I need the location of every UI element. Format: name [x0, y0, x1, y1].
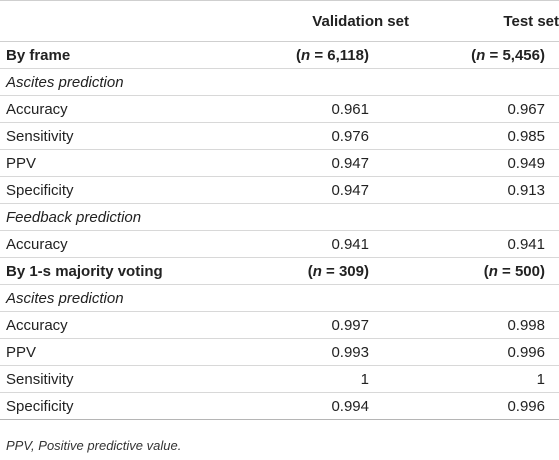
metric-label: Accuracy [0, 230, 235, 258]
section-title: By frame [0, 41, 235, 69]
n-symbol: n [312, 262, 322, 280]
table-row: Sensitivity 0.976 0.985 [0, 122, 559, 150]
empty-cell [409, 68, 559, 96]
test-value: 0.949 [409, 149, 559, 177]
validation-value: 0.947 [235, 149, 409, 177]
table-footnote: PPV, Positive predictive value. [6, 438, 182, 453]
section-n-test: (n = 500) [409, 257, 559, 285]
n-symbol: n [488, 262, 498, 280]
n-open-paren: ( [296, 46, 301, 64]
table-row: Accuracy 0.941 0.941 [0, 230, 559, 258]
n-close-paren: ) [364, 46, 369, 64]
header-row: Validation set Test set [0, 0, 559, 42]
test-value: 0.967 [409, 95, 559, 123]
table-row: Accuracy 0.997 0.998 [0, 311, 559, 339]
test-value: 1 [409, 365, 559, 393]
n-equals: = [321, 262, 339, 280]
metric-label: Accuracy [0, 95, 235, 123]
n-open-paren: ( [307, 262, 313, 280]
metric-label: Specificity [0, 176, 235, 204]
n-value: 500 [514, 262, 540, 280]
n-value: 6,118 [327, 46, 364, 64]
validation-value: 0.947 [235, 176, 409, 204]
test-value: 0.941 [409, 230, 559, 258]
section-n-validation: (n = 6,118) [235, 41, 409, 69]
header-test-set: Test set [409, 0, 559, 42]
validation-value: 1 [235, 365, 409, 393]
empty-cell [235, 284, 409, 312]
table-row: PPV 0.993 0.996 [0, 338, 559, 366]
validation-value: 0.993 [235, 338, 409, 366]
validation-value: 0.997 [235, 311, 409, 339]
metric-label: Sensitivity [0, 365, 235, 393]
n-equals: = [310, 46, 328, 64]
metric-label: Specificity [0, 392, 235, 420]
n-close-paren: ) [364, 262, 369, 280]
n-open-paren: ( [471, 46, 477, 64]
section-title: By 1-s majority voting [0, 257, 235, 285]
metric-label: PPV [0, 338, 235, 366]
subsection-row: Ascites prediction [0, 68, 559, 96]
validation-value: 0.961 [235, 95, 409, 123]
validation-value: 0.976 [235, 122, 409, 150]
n-symbol: n [476, 46, 486, 64]
section-row: By frame (n = 6,118) (n = 5,456) [0, 41, 559, 69]
n-equals: = [497, 262, 515, 280]
empty-cell [409, 284, 559, 312]
test-value: 0.996 [409, 392, 559, 420]
n-equals: = [485, 46, 503, 64]
validation-value: 0.941 [235, 230, 409, 258]
metric-label: Sensitivity [0, 122, 235, 150]
table-row: Specificity 0.947 0.913 [0, 176, 559, 204]
results-table: Validation set Test set By frame (n = 6,1… [0, 0, 559, 420]
section-n-test: (n = 5,456) [409, 41, 559, 69]
empty-cell [409, 203, 559, 231]
n-value: 309 [338, 262, 364, 280]
empty-cell [235, 68, 409, 96]
metric-label: PPV [0, 149, 235, 177]
subsection-title: Ascites prediction [0, 284, 235, 312]
table-row: Accuracy 0.961 0.967 [0, 95, 559, 123]
test-value: 0.985 [409, 122, 559, 150]
n-close-paren: ) [540, 46, 545, 64]
subsection-title: Ascites prediction [0, 68, 235, 96]
test-value: 0.913 [409, 176, 559, 204]
subsection-row: Ascites prediction [0, 284, 559, 312]
metric-label: Accuracy [0, 311, 235, 339]
header-corner [0, 0, 235, 42]
empty-cell [235, 203, 409, 231]
table-row: Sensitivity 1 1 [0, 365, 559, 393]
test-value: 0.998 [409, 311, 559, 339]
section-n-validation: (n = 309) [235, 257, 409, 285]
n-symbol: n [301, 46, 311, 64]
n-value: 5,456 [502, 46, 540, 64]
validation-value: 0.994 [235, 392, 409, 420]
table-row: PPV 0.947 0.949 [0, 149, 559, 177]
header-validation-set: Validation set [235, 0, 409, 42]
table-row: Specificity 0.994 0.996 [0, 392, 559, 420]
subsection-row: Feedback prediction [0, 203, 559, 231]
n-close-paren: ) [540, 262, 545, 280]
section-row: By 1-s majority voting (n = 309) (n = 500) [0, 257, 559, 285]
subsection-title: Feedback prediction [0, 203, 235, 231]
n-open-paren: ( [483, 262, 489, 280]
test-value: 0.996 [409, 338, 559, 366]
table-body: By frame (n = 6,118) (n = 5,456) Ascites pr… [0, 41, 559, 420]
